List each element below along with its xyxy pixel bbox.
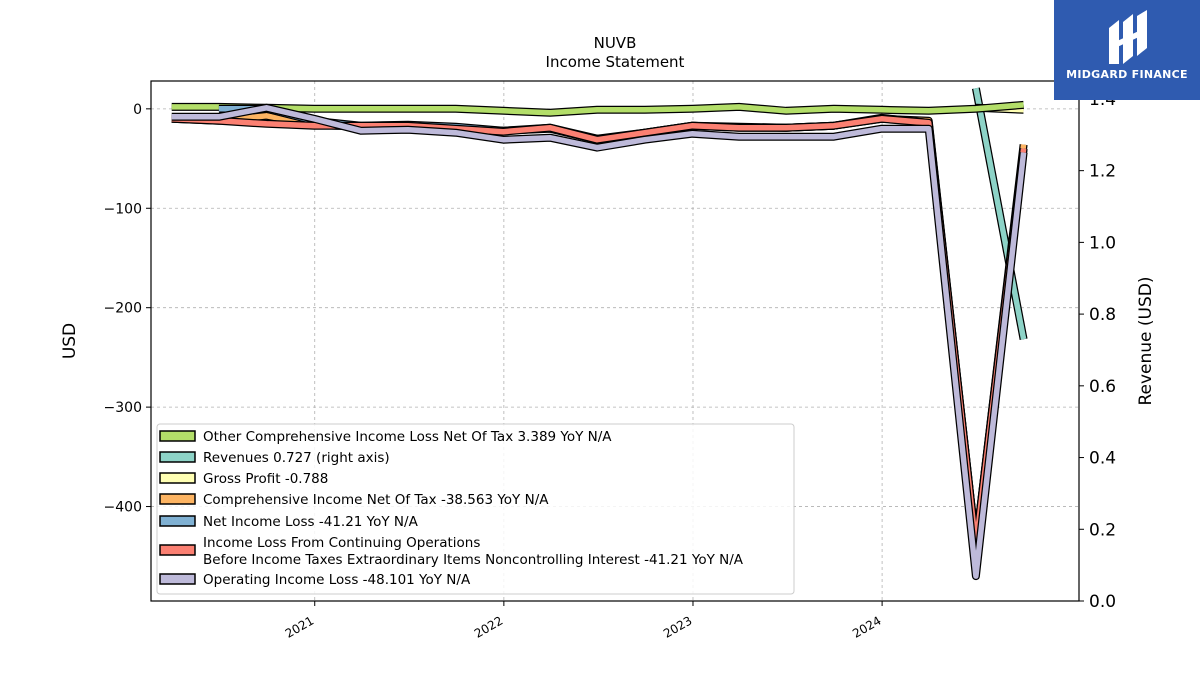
y-tick-label: −200 — [104, 301, 142, 317]
y-axis-label: USD — [60, 323, 80, 359]
legend-label: Gross Profit -0.788 — [203, 471, 328, 487]
y-right-tick-label: 1.0 — [1089, 233, 1116, 253]
y-right-tick-label: 0.4 — [1089, 449, 1116, 469]
plot-frame — [150, 80, 1080, 602]
series-5 — [171, 114, 1028, 551]
series-line — [171, 116, 1027, 550]
y-right-tick-label: 0.2 — [1089, 520, 1116, 540]
legend-label: Operating Income Loss -48.101 YoY N/A — [203, 572, 471, 588]
legend-swatch — [159, 430, 196, 442]
legend-swatch — [159, 493, 196, 505]
series-1 — [971, 87, 1028, 340]
y-axis-right-label: Revenue (USD) — [1136, 276, 1156, 405]
x-tick-label: 2022 — [472, 613, 505, 640]
y-right-tick-label: 0.8 — [1089, 305, 1116, 325]
x-tick-label: 2023 — [661, 613, 694, 640]
legend: Other Comprehensive Income Loss Net Of T… — [156, 423, 795, 595]
legend-label: Before Income Taxes Extraordinary Items … — [203, 552, 744, 568]
y-tick-label: −400 — [104, 500, 142, 516]
y-right-tick-label: 0.0 — [1089, 592, 1116, 612]
series-line — [171, 105, 1027, 579]
brand-name: MIDGARD FINANCE — [1066, 68, 1188, 81]
y-tick-label: −100 — [104, 201, 142, 217]
x-tick-label: 2024 — [850, 613, 883, 640]
series-line — [171, 102, 1024, 116]
legend-swatch — [159, 451, 196, 463]
series-6 — [171, 103, 1028, 581]
legend-label: Comprehensive Income Net Of Tax -38.563 … — [203, 492, 549, 508]
series-layer — [171, 87, 1028, 581]
legend-box — [156, 423, 795, 595]
y-right-tick-label: 0.6 — [1089, 377, 1116, 397]
brand-logo: MIDGARD FINANCE — [1054, 0, 1200, 100]
legend-swatch — [159, 544, 196, 556]
legend-swatch — [159, 515, 196, 527]
legend-swatch — [159, 472, 196, 484]
legend-label: Net Income Loss -41.21 YoY N/A — [203, 514, 419, 530]
legend-swatch — [159, 573, 196, 585]
x-tick-label: 2021 — [283, 613, 316, 640]
series-0 — [171, 100, 1024, 117]
chart-subtitle: Income Statement — [546, 53, 685, 71]
legend-label: Revenues 0.727 (right axis) — [203, 450, 390, 466]
legend-label: Other Comprehensive Income Loss Net Of T… — [203, 429, 612, 445]
chart-title: NUVB — [594, 34, 637, 52]
brand-mark-icon — [1109, 10, 1147, 64]
legend-label: Income Loss From Continuing Operations — [203, 535, 480, 551]
series-line — [973, 87, 1027, 340]
y-right-tick-label: 1.2 — [1089, 162, 1116, 182]
y-tick-label: −300 — [104, 400, 142, 416]
y-tick-label: 0 — [133, 102, 142, 118]
